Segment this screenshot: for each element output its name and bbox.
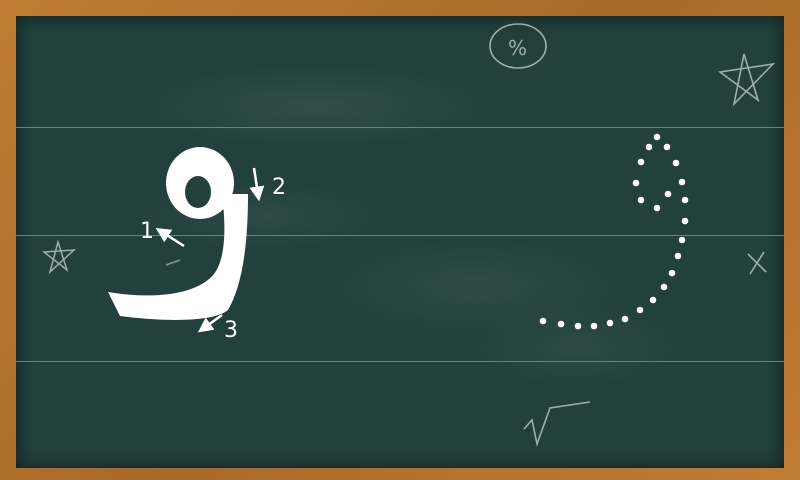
letter-waw — [108, 147, 248, 320]
trace-dot[interactable] — [678, 178, 686, 186]
waw-tail — [108, 194, 248, 320]
trace-dot[interactable] — [660, 283, 668, 291]
trace-dot[interactable] — [606, 319, 614, 327]
chalkboard: % — [16, 16, 784, 468]
arrow-icon — [197, 313, 223, 333]
trace-dot[interactable] — [681, 196, 689, 204]
trace-dot[interactable] — [653, 204, 661, 212]
guide-line-top — [16, 127, 784, 128]
trace-dot[interactable] — [621, 315, 629, 323]
trace-dot[interactable] — [557, 320, 565, 328]
percent-symbol: % — [508, 36, 527, 60]
trace-dot[interactable] — [637, 196, 645, 204]
stroke-step-3: 3 — [197, 313, 238, 343]
arrow-icon — [155, 227, 185, 248]
waw-head-hole — [185, 176, 211, 208]
trace-dot[interactable] — [539, 317, 547, 325]
tracing-area[interactable] — [16, 16, 784, 468]
stroke-order-guides: 1 2 3 — [140, 167, 286, 343]
trace-dot[interactable] — [574, 322, 582, 330]
trace-dot[interactable] — [663, 143, 671, 151]
star-doodle-left — [41, 239, 77, 275]
arrow-icon — [249, 167, 265, 202]
trace-dot[interactable] — [645, 143, 653, 151]
step-number: 3 — [224, 318, 238, 343]
trace-dot[interactable] — [668, 269, 676, 277]
stroke-step-2: 2 — [249, 167, 286, 202]
trace-dot[interactable] — [632, 179, 640, 187]
guide-line-bottom — [16, 361, 784, 362]
trace-dot[interactable] — [681, 217, 689, 225]
stroke-step-1: 1 — [140, 219, 185, 248]
letter-example — [108, 147, 248, 320]
trace-dot[interactable] — [649, 296, 657, 304]
trace-dot[interactable] — [678, 236, 686, 244]
trace-dot[interactable] — [664, 190, 672, 198]
step-number: 1 — [140, 219, 154, 244]
trace-dot[interactable] — [672, 159, 680, 167]
step-number: 2 — [272, 175, 286, 200]
cross-doodle — [747, 251, 767, 275]
trace-dot[interactable] — [590, 322, 598, 330]
square-root-doodle — [523, 401, 591, 447]
percent-circle-doodle: % — [489, 23, 547, 69]
trace-dot[interactable] — [674, 252, 682, 260]
trace-dot[interactable] — [653, 133, 661, 141]
trace-dot[interactable] — [636, 306, 644, 314]
chalk-dash — [165, 259, 181, 266]
star-doodle-top-right — [717, 53, 776, 107]
guide-line-middle — [16, 235, 784, 236]
trace-dot[interactable] — [637, 158, 645, 166]
chalk-doodles: % — [41, 23, 776, 447]
dotted-letter-waw[interactable] — [539, 133, 689, 330]
